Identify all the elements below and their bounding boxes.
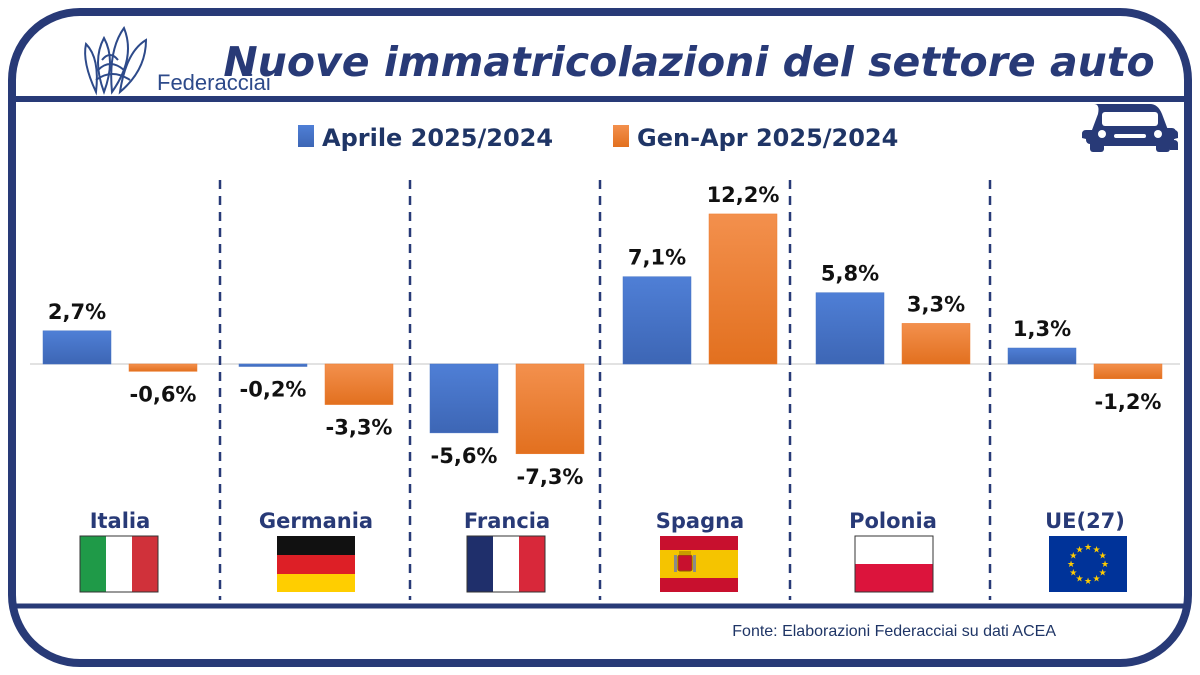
bar-germania-series-1 (238, 363, 308, 367)
car-icon (1082, 104, 1178, 152)
category-separators (218, 180, 992, 600)
data-label-spagna-series-1: 7,1% (628, 246, 686, 270)
bar-polonia-series-1 (815, 292, 885, 365)
eu-star-icon: ★ (1067, 560, 1075, 570)
flag-germany (277, 536, 355, 592)
eu-star-icon: ★ (1069, 552, 1077, 562)
data-label-italia-series-1: 2,7% (48, 300, 106, 324)
eu-star-icon: ★ (1099, 552, 1107, 562)
category-labels-layer: Italia Germania Francia Spagna Polonia UE(27) (90, 509, 1125, 533)
eu-star-icon: ★ (1075, 575, 1083, 585)
category-label-italia: Italia (90, 509, 151, 533)
eu-star-icon: ★ (1069, 569, 1077, 579)
bar-spagna-series-2 (708, 213, 778, 365)
flags: ★★★★★★★★★ ★ ★★ (79, 535, 1127, 593)
category-label-germania: Germania (259, 509, 373, 533)
eu-star-icon: ★ (1101, 560, 1109, 570)
legend-label-aprile: Aprile 2025/2024 (322, 124, 553, 152)
value-labels-layer: 2,7% -0,2% -5,6% 7,1% 5,8% 1,3% -0,6% -3,3% -7,3… (48, 183, 1162, 489)
eu-star-icon: ★ (1084, 577, 1092, 587)
bars-layer (42, 213, 1163, 455)
category-label-spagna: Spagna (656, 509, 744, 533)
category-label-polonia: Polonia (849, 509, 937, 533)
data-label-polonia-series-1: 5,8% (821, 262, 879, 286)
chart-title: Nuove immatricolazioni del settore auto (223, 38, 1154, 86)
flag-france (466, 535, 546, 593)
bar-francia-series-1 (429, 363, 499, 434)
legend-swatch-gen-apr (613, 125, 629, 147)
data-label-germania-series-1: -0,2% (240, 378, 307, 402)
flag-spain (660, 536, 738, 592)
data-label-francia-series-2: -7,3% (517, 465, 584, 489)
outer-frame (8, 8, 1192, 667)
eu-star-icon: ★ (1075, 545, 1083, 555)
bar-italia-series-1 (42, 330, 112, 365)
bar-ue27-series-2 (1093, 363, 1163, 380)
eu-star-icon: ★ (1084, 543, 1092, 553)
data-label-ue27-series-2: -1,2% (1095, 390, 1162, 414)
legend-label-gen-apr: Gen-Apr 2025/2024 (637, 124, 898, 152)
spain-coat-of-arms-icon (674, 551, 696, 572)
eu-star-icon: ★ (1099, 569, 1107, 579)
brand-name: Federacciai (157, 70, 271, 95)
data-label-italia-series-2: -0,6% (130, 382, 197, 406)
bar-polonia-series-2 (901, 323, 971, 365)
category-label-ue27: UE(27) (1045, 509, 1125, 533)
bar-italia-series-2 (128, 363, 198, 372)
flag-italy (79, 535, 159, 593)
bar-francia-series-2 (515, 363, 585, 455)
bar-ue27-series-1 (1007, 347, 1077, 365)
data-label-francia-series-1: -5,6% (431, 444, 498, 468)
eu-star-icon: ★ (1092, 545, 1100, 555)
legend: Aprile 2025/2024 Gen-Apr 2025/2024 (298, 124, 898, 152)
data-label-ue27-series-1: 1,3% (1013, 317, 1071, 341)
data-label-spagna-series-2: 12,2% (707, 183, 780, 207)
category-label-francia: Francia (464, 509, 550, 533)
bar-germania-series-2 (324, 363, 394, 405)
eu-stars-icon: ★★★★★★★★★ ★ ★★ (1067, 543, 1109, 587)
legend-swatch-aprile (298, 125, 314, 147)
federacciai-logo: Federacciai (84, 25, 271, 96)
source-note: Fonte: Elaborazioni Federacciai su dati … (732, 623, 1056, 640)
bar-spagna-series-1 (622, 276, 692, 365)
data-label-polonia-series-2: 3,3% (907, 292, 965, 316)
data-label-germania-series-2: -3,3% (326, 416, 393, 440)
eu-star-icon: ★ (1092, 575, 1100, 585)
flag-eu: ★★★★★★★★★ ★ ★★ (1049, 536, 1127, 592)
flag-poland (854, 535, 934, 593)
